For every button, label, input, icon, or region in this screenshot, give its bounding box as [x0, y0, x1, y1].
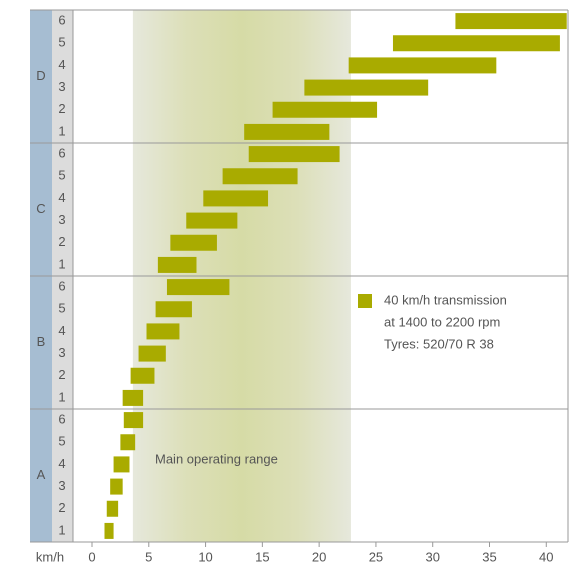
gear-label: 5	[58, 434, 65, 449]
bar	[392, 35, 560, 52]
gear-label: 3	[58, 345, 65, 360]
gear-label: 3	[58, 478, 65, 493]
bar	[248, 146, 340, 163]
gear-label: 2	[58, 367, 65, 382]
bar	[203, 190, 269, 207]
gear-label: 6	[58, 412, 65, 427]
bar	[170, 234, 217, 251]
gear-label: 4	[58, 190, 65, 205]
x-tick-label: 25	[369, 549, 383, 564]
group-label: D	[36, 68, 45, 83]
gear-label: 2	[58, 500, 65, 515]
x-tick-label: 5	[145, 549, 152, 564]
x-tick-label: 40	[539, 549, 553, 564]
gear-label: 4	[58, 323, 65, 338]
legend-note: at 1400 to 2200 rpm	[384, 314, 500, 329]
annotation: Main operating range	[155, 451, 278, 466]
x-axis-label: km/h	[36, 549, 64, 564]
gear-label: 3	[58, 212, 65, 227]
legend-note: Tyres: 520/70 R 38	[384, 336, 494, 351]
bar	[146, 323, 180, 340]
legend-swatch	[358, 294, 372, 308]
bar	[155, 301, 192, 318]
group-label: A	[37, 467, 46, 482]
x-tick-label: 10	[198, 549, 212, 564]
bar	[166, 279, 230, 296]
bar	[130, 367, 155, 384]
x-tick-label: 15	[255, 549, 269, 564]
bar	[186, 212, 238, 229]
bar	[120, 434, 136, 451]
group-label: B	[37, 334, 46, 349]
gear-label: 5	[58, 168, 65, 183]
bar	[244, 123, 330, 140]
bar	[106, 500, 119, 517]
group-label: C	[36, 201, 45, 216]
bar	[222, 168, 298, 185]
gear-label: 6	[58, 279, 65, 294]
x-tick-label: 0	[88, 549, 95, 564]
gear-label: 4	[58, 57, 65, 72]
x-tick-label: 30	[425, 549, 439, 564]
bar	[138, 345, 166, 362]
bar	[304, 79, 429, 96]
bar	[272, 101, 378, 118]
bar	[110, 478, 123, 495]
gear-label: 1	[58, 389, 65, 404]
gear-label: 1	[58, 123, 65, 138]
bar	[104, 522, 114, 539]
legend-label: 40 km/h transmission	[384, 292, 507, 307]
bar	[113, 456, 130, 473]
gear-label: 6	[58, 146, 65, 161]
gear-label: 5	[58, 301, 65, 316]
gear-label: 2	[58, 234, 65, 249]
gear-label: 1	[58, 256, 65, 271]
bar	[455, 13, 567, 30]
gear-label: 3	[58, 79, 65, 94]
bar	[157, 256, 197, 273]
bar	[122, 389, 144, 406]
x-tick-label: 20	[312, 549, 326, 564]
gear-label: 5	[58, 35, 65, 50]
gear-label: 2	[58, 101, 65, 116]
bar	[348, 57, 497, 74]
gear-label: 1	[58, 522, 65, 537]
gear-label: 4	[58, 456, 65, 471]
bar	[123, 412, 144, 429]
x-tick-label: 35	[482, 549, 496, 564]
gear-label: 6	[58, 13, 65, 28]
